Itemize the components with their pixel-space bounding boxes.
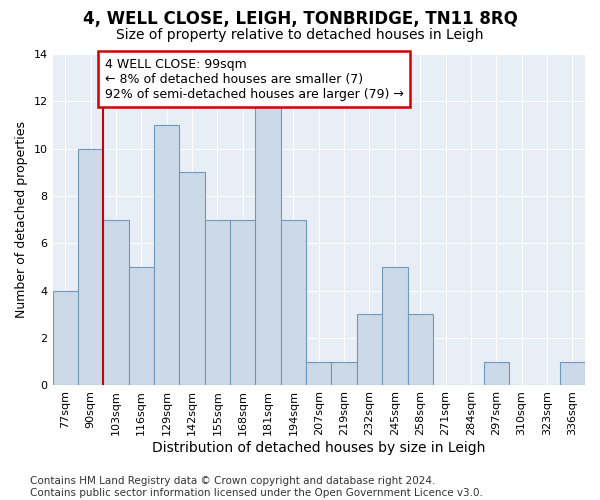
Bar — [78, 148, 103, 386]
Bar — [407, 314, 433, 386]
Text: Contains HM Land Registry data © Crown copyright and database right 2024.
Contai: Contains HM Land Registry data © Crown c… — [30, 476, 483, 498]
Bar — [560, 362, 585, 386]
Text: Size of property relative to detached houses in Leigh: Size of property relative to detached ho… — [116, 28, 484, 42]
Y-axis label: Number of detached properties: Number of detached properties — [15, 121, 28, 318]
Bar — [281, 220, 306, 386]
Bar — [179, 172, 205, 386]
Bar — [484, 362, 509, 386]
Bar — [306, 362, 331, 386]
X-axis label: Distribution of detached houses by size in Leigh: Distribution of detached houses by size … — [152, 441, 485, 455]
Bar — [53, 291, 78, 386]
Bar — [331, 362, 357, 386]
Bar — [205, 220, 230, 386]
Bar — [357, 314, 382, 386]
Bar — [256, 102, 281, 386]
Bar — [230, 220, 256, 386]
Bar — [128, 267, 154, 386]
Bar — [154, 125, 179, 386]
Text: 4, WELL CLOSE, LEIGH, TONBRIDGE, TN11 8RQ: 4, WELL CLOSE, LEIGH, TONBRIDGE, TN11 8R… — [83, 10, 517, 28]
Bar — [103, 220, 128, 386]
Bar — [382, 267, 407, 386]
Text: 4 WELL CLOSE: 99sqm
← 8% of detached houses are smaller (7)
92% of semi-detached: 4 WELL CLOSE: 99sqm ← 8% of detached hou… — [104, 58, 403, 100]
